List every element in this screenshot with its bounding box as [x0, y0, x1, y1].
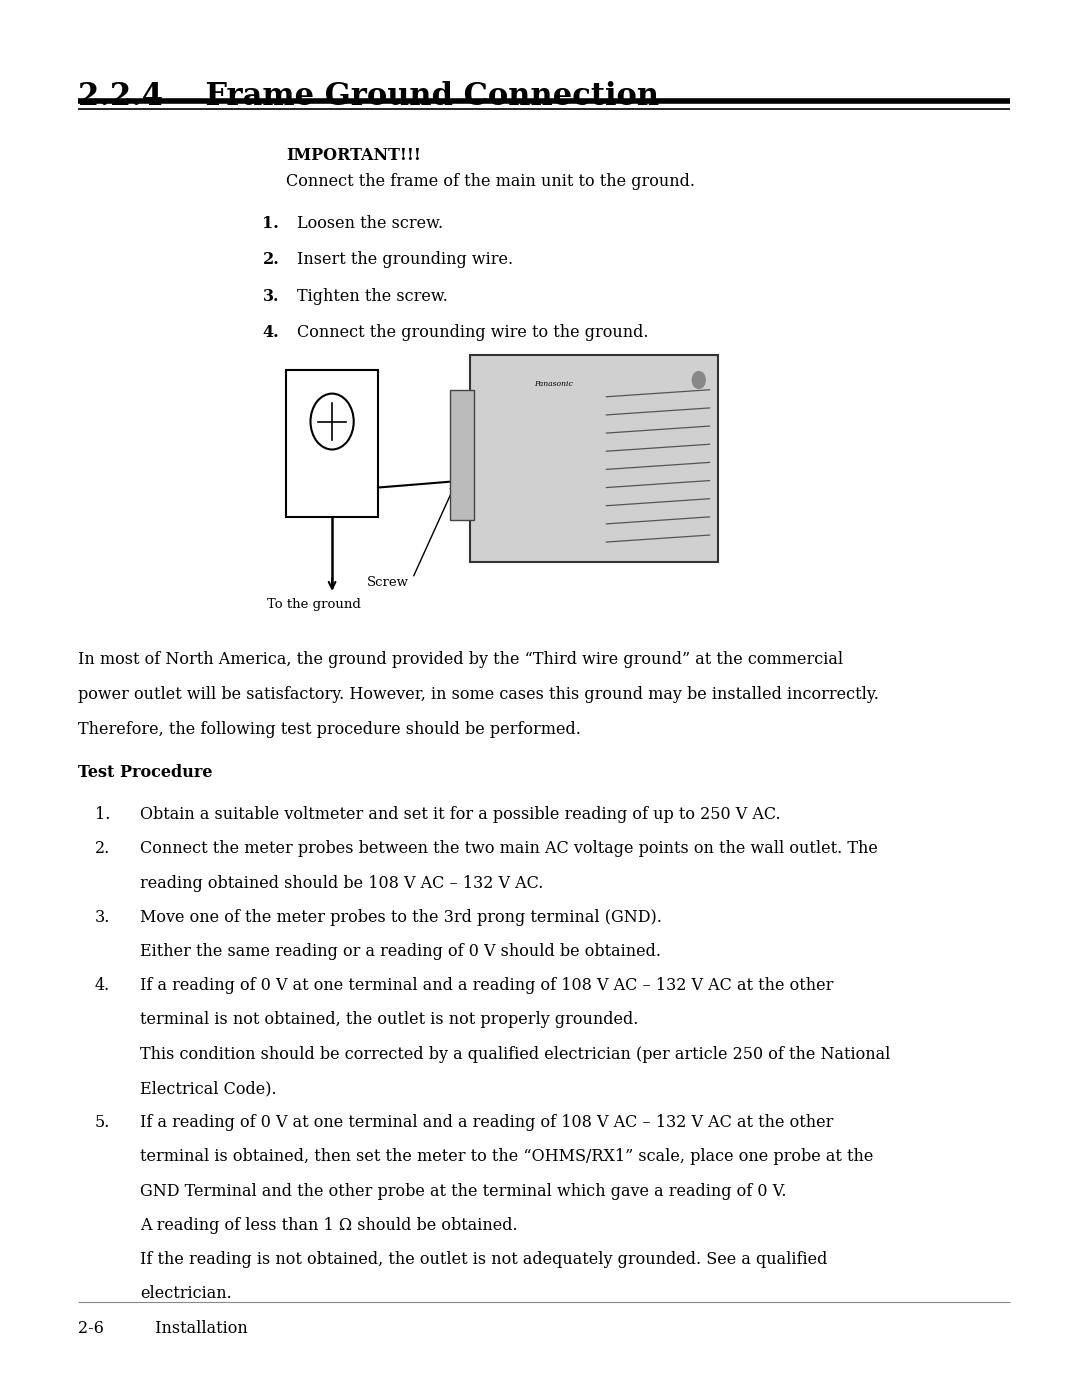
- Circle shape: [692, 372, 705, 388]
- Text: Therefore, the following test procedure should be performed.: Therefore, the following test procedure …: [78, 721, 581, 738]
- Text: Connect the grounding wire to the ground.: Connect the grounding wire to the ground…: [297, 324, 648, 341]
- Text: 2.: 2.: [262, 251, 280, 268]
- Text: Panasonic: Panasonic: [535, 380, 573, 388]
- FancyBboxPatch shape: [470, 355, 718, 562]
- Text: 2-6          Installation: 2-6 Installation: [78, 1320, 247, 1337]
- FancyBboxPatch shape: [286, 370, 378, 517]
- Text: 4.: 4.: [95, 978, 110, 995]
- Text: power outlet will be satisfactory. However, in some cases this ground may be ins: power outlet will be satisfactory. Howev…: [78, 686, 879, 703]
- Text: GND Terminal and the other probe at the terminal which gave a reading of 0 V.: GND Terminal and the other probe at the …: [140, 1183, 787, 1200]
- Text: Screw: Screw: [367, 576, 409, 588]
- Text: Tighten the screw.: Tighten the screw.: [297, 288, 448, 305]
- Text: Electrical Code).: Electrical Code).: [140, 1080, 278, 1097]
- Text: In most of North America, the ground provided by the “Third wire ground” at the : In most of North America, the ground pro…: [78, 651, 842, 668]
- Text: To the ground: To the ground: [267, 598, 361, 610]
- Text: Either the same reading or a reading of 0 V should be obtained.: Either the same reading or a reading of …: [140, 943, 661, 960]
- Text: 5.: 5.: [95, 1115, 110, 1132]
- Text: 2.2.4    Frame Ground Connection: 2.2.4 Frame Ground Connection: [78, 81, 659, 112]
- Text: reading obtained should be 108 V AC – 132 V AC.: reading obtained should be 108 V AC – 13…: [140, 875, 543, 891]
- Text: Connect the meter probes between the two main AC voltage points on the wall outl: Connect the meter probes between the two…: [140, 840, 878, 858]
- Text: If a reading of 0 V at one terminal and a reading of 108 V AC – 132 V AC at the : If a reading of 0 V at one terminal and …: [140, 1115, 834, 1132]
- Text: Loosen the screw.: Loosen the screw.: [297, 215, 443, 232]
- Text: terminal is not obtained, the outlet is not properly grounded.: terminal is not obtained, the outlet is …: [140, 1011, 638, 1028]
- Text: Connect the frame of the main unit to the ground.: Connect the frame of the main unit to th…: [286, 173, 696, 190]
- Text: 2.: 2.: [95, 840, 110, 858]
- Text: terminal is obtained, then set the meter to the “OHMS/RX1” scale, place one prob: terminal is obtained, then set the meter…: [140, 1148, 874, 1165]
- Text: Obtain a suitable voltmeter and set it for a possible reading of up to 250 V AC.: Obtain a suitable voltmeter and set it f…: [140, 806, 781, 823]
- Text: If the reading is not obtained, the outlet is not adequately grounded. See a qua: If the reading is not obtained, the outl…: [140, 1252, 827, 1268]
- Text: Move one of the meter probes to the 3rd prong terminal (GND).: Move one of the meter probes to the 3rd …: [140, 909, 662, 926]
- Text: 1.: 1.: [262, 215, 280, 232]
- Text: IMPORTANT!!!: IMPORTANT!!!: [286, 147, 421, 163]
- Text: Test Procedure: Test Procedure: [78, 764, 213, 781]
- Text: 3.: 3.: [262, 288, 279, 305]
- Text: This condition should be corrected by a qualified electrician (per article 250 o: This condition should be corrected by a …: [140, 1046, 891, 1063]
- Text: 3.: 3.: [95, 909, 110, 926]
- Bar: [450, 390, 474, 520]
- Text: 4.: 4.: [262, 324, 279, 341]
- Text: Insert the grounding wire.: Insert the grounding wire.: [297, 251, 513, 268]
- Text: 1.: 1.: [95, 806, 110, 823]
- Text: electrician.: electrician.: [140, 1285, 232, 1302]
- Text: A reading of less than 1 Ω should be obtained.: A reading of less than 1 Ω should be obt…: [140, 1217, 518, 1234]
- Text: If a reading of 0 V at one terminal and a reading of 108 V AC – 132 V AC at the : If a reading of 0 V at one terminal and …: [140, 978, 834, 995]
- Circle shape: [311, 394, 354, 450]
